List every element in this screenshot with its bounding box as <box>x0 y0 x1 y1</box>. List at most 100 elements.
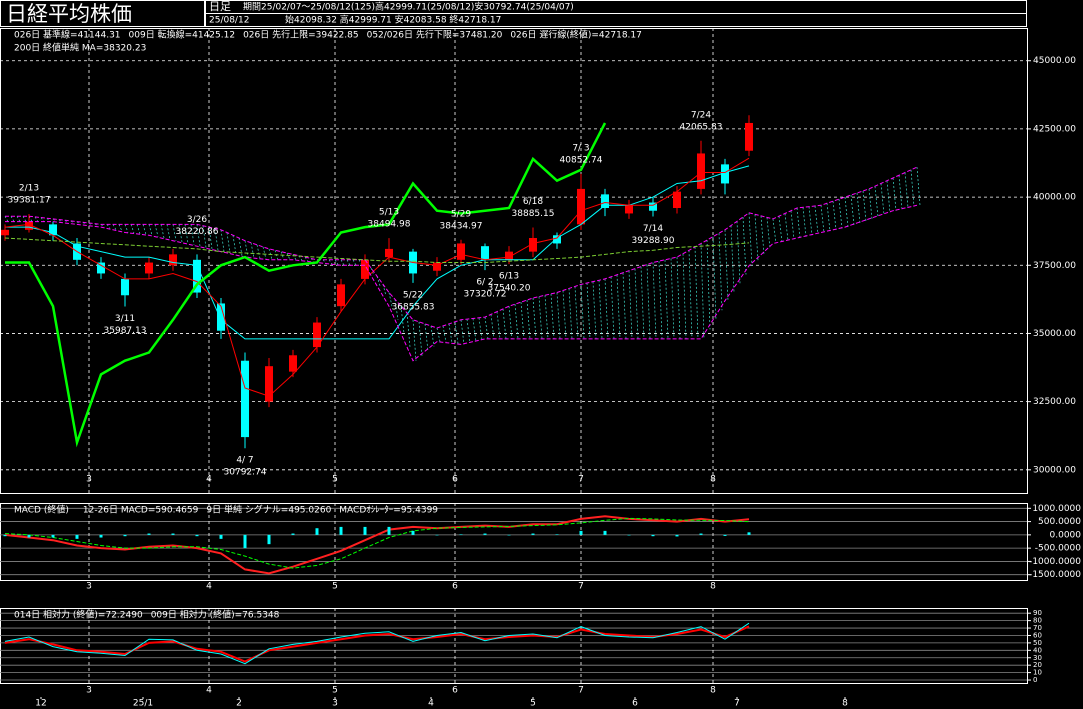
x2-tick-label: 2 <box>236 699 242 709</box>
y-tick-label: 80 <box>1033 617 1042 625</box>
annotation-date: 3/11 <box>115 314 135 324</box>
y-tick-label: 500.0000 <box>1038 517 1081 527</box>
cloud-hatch <box>466 319 471 344</box>
y-tick-label: 30000.00 <box>1033 465 1076 475</box>
date: 25/08/12 <box>209 16 249 26</box>
cloud-hatch <box>904 172 909 209</box>
cloud-hatch <box>124 224 129 233</box>
x-tick-label: 3 <box>86 686 92 696</box>
cloud-hatch <box>334 259 339 265</box>
cloud-hatch <box>166 224 171 240</box>
cloud-hatch <box>580 284 585 339</box>
histogram-bar <box>603 530 607 535</box>
cloud-hatch <box>304 256 309 262</box>
histogram-bar <box>387 526 391 535</box>
histogram-bar <box>3 534 7 537</box>
legend-entry: 014日 相対力 (終値)=72.2490 <box>14 609 143 621</box>
y-tick-label: 45000.00 <box>1033 56 1076 66</box>
histogram-bar <box>483 533 487 535</box>
cloud-hatch <box>892 177 897 211</box>
cloud-hatch <box>814 205 819 234</box>
cloud-hatch <box>862 190 867 221</box>
candle-body <box>1 229 9 236</box>
cloud-hatch <box>730 225 735 293</box>
annotation-value: 38494.98 <box>368 220 411 230</box>
title: 日経平均株価 <box>6 2 132 26</box>
panel-frame <box>0 503 1028 581</box>
candle-body <box>193 259 201 293</box>
candle-body <box>745 122 753 151</box>
cloud-hatch <box>802 207 807 237</box>
cloud-hatch <box>856 192 861 224</box>
histogram-bar <box>411 530 415 535</box>
legend-entry: MACDｵｼﾚｰﾀｰ=95.4399 <box>339 505 438 516</box>
x2-tick-label: 8 <box>842 699 848 709</box>
x-tick-label: 4 <box>206 475 212 485</box>
annotation-value: 38220.86 <box>176 227 219 237</box>
series-line <box>4 622 750 665</box>
cloud-hatch <box>742 217 747 275</box>
histogram-bar <box>699 533 703 535</box>
x-tick-label: 5 <box>332 686 338 696</box>
cloud-hatch <box>184 224 189 244</box>
legend-entry: 009日 相対力 (終値)=76.5348 <box>151 609 280 621</box>
histogram-bar <box>339 526 343 535</box>
histogram-bar <box>51 534 55 538</box>
y-tick-label: 50 <box>1033 639 1042 647</box>
histogram-bar <box>459 534 463 535</box>
candle-body <box>217 303 225 331</box>
annotation-date: 6/18 <box>523 197 543 207</box>
legend-entry: 12-26日 MACD=590.4659 <box>83 505 199 516</box>
cloud-hatch <box>430 325 435 347</box>
annotation-date: 2/13 <box>19 183 39 193</box>
cloud-hatch <box>622 272 627 339</box>
cloud-hatch <box>178 224 183 243</box>
histogram-bar <box>99 534 103 538</box>
cloud-hatch <box>142 224 147 235</box>
x-tick-label: 3 <box>86 582 92 592</box>
y-tick-label: -1000.0000 <box>1029 557 1081 567</box>
cloud-hatch <box>850 195 855 226</box>
histogram-bar <box>27 534 31 538</box>
cloud-hatch <box>550 293 555 339</box>
candle-body <box>25 221 33 230</box>
annotation-date: 6/13 <box>499 272 519 282</box>
cloud-hatch <box>646 264 651 339</box>
cloud-hatch <box>46 217 51 222</box>
series-line <box>4 625 750 663</box>
y-tick-label: 40000.00 <box>1033 193 1076 203</box>
cloud-hatch <box>10 216 15 222</box>
cloud-hatch <box>346 259 351 266</box>
cloud-hatch <box>628 270 633 339</box>
cloud-hatch <box>598 280 603 339</box>
histogram-bar <box>291 533 295 535</box>
cloud-hatch <box>280 251 285 260</box>
annotation-date: 7/14 <box>643 224 663 234</box>
annotation-value: 42065.83 <box>680 122 723 132</box>
annotation-value: 39381.17 <box>8 195 51 205</box>
annotation-value: 39288.90 <box>632 236 675 246</box>
x-tick-label: 7 <box>578 686 584 696</box>
histogram-bar <box>579 530 583 535</box>
x2-tick-label: 25/1 <box>133 699 153 709</box>
cloud-hatch <box>820 205 825 233</box>
y-tick-label: 20 <box>1033 661 1042 669</box>
cloud-hatch <box>880 183 885 215</box>
legend-entry: 026日 遅行線(終値)=42718.17 <box>510 29 642 41</box>
series-line <box>5 166 918 329</box>
y-tick-label: -1500.0000 <box>1029 570 1081 580</box>
y-tick-label: 0.0000 <box>1050 530 1082 540</box>
candle-body <box>337 284 345 307</box>
y-tick-label: 32500.00 <box>1033 397 1076 407</box>
cloud-hatch <box>640 266 645 339</box>
cloud-hatch <box>460 319 465 345</box>
y-tick-label: 10 <box>1033 669 1042 677</box>
cloud-hatch <box>544 295 549 339</box>
cloud-hatch <box>658 261 663 339</box>
legend-entry: 026日 先行上限=39422.85 <box>243 29 359 41</box>
histogram-bar <box>123 534 127 537</box>
cloud-hatch <box>670 258 675 339</box>
series-line <box>5 122 607 448</box>
cloud-hatch <box>328 259 333 265</box>
